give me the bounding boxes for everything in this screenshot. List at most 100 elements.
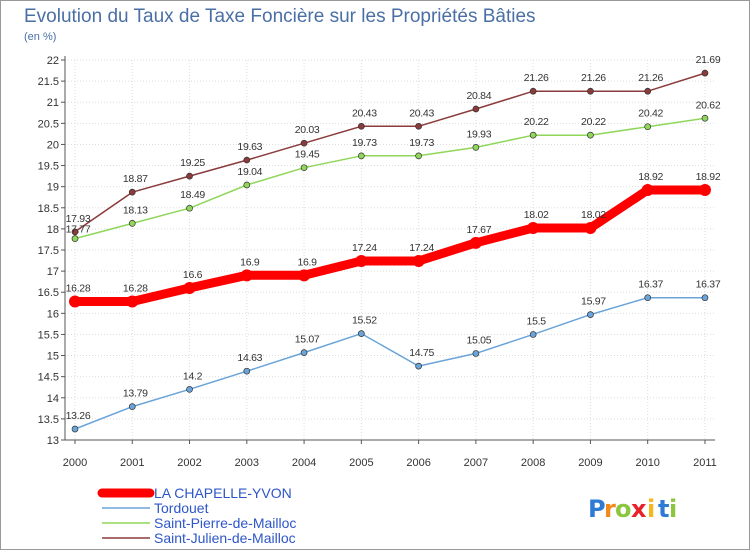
data-point	[183, 282, 196, 294]
data-point	[243, 156, 251, 164]
data-label: 17.24	[352, 242, 377, 254]
data-point	[126, 295, 139, 308]
series-line-3	[74, 72, 706, 233]
series-line-1	[74, 296, 706, 430]
logo-letter: r	[604, 495, 616, 523]
data-point	[358, 330, 365, 337]
data-point	[472, 144, 480, 151]
axis-layer: 13 13.5 14 14.5 15 15.5 16 16.5 17 17.5 18 18.5 19 19…	[38, 55, 717, 469]
data-point	[243, 367, 251, 375]
y-tick-label: 19	[47, 182, 59, 194]
grid-layer	[65, 59, 715, 441]
x-tick-label: 2000	[63, 457, 87, 469]
x-tick-label: 2002	[177, 457, 201, 469]
y-tick-label: 17.5	[38, 245, 59, 257]
data-point	[644, 123, 652, 131]
y-tick-label: 21.5	[38, 76, 59, 88]
series-line-0	[70, 185, 710, 306]
data-label: 18.92	[638, 171, 663, 183]
y-tick-label: 19.5	[38, 161, 59, 173]
data-point	[298, 269, 311, 282]
x-tick-label: 2005	[349, 457, 373, 469]
x-tick-label: 2003	[235, 457, 259, 469]
y-tick-label: 16.5	[38, 287, 59, 299]
data-point	[644, 294, 652, 302]
data-label: 16.37	[638, 279, 663, 291]
data-point	[300, 139, 308, 147]
data-point	[584, 222, 597, 235]
data-label: 17.93	[66, 213, 91, 225]
data-label: 19.93	[466, 128, 491, 140]
logo-letter: o	[615, 495, 632, 523]
proxiti-logo: Pr o x i t i	[588, 495, 677, 523]
data-label: 16.9	[240, 256, 260, 268]
data-point	[529, 87, 537, 95]
data-point	[469, 236, 482, 249]
chart-title: Evolution du Taux de Taxe Foncière sur l…	[24, 6, 536, 27]
data-point	[128, 188, 136, 196]
data-label: 20.84	[466, 90, 491, 102]
data-point	[300, 164, 308, 172]
data-label: 15.07	[295, 334, 320, 346]
series-layer	[69, 69, 711, 433]
data-label: 16.28	[123, 283, 148, 295]
data-label: 15.97	[581, 296, 606, 308]
data-point	[186, 385, 193, 393]
legend-label-3: Saint-Julien-de-Mailloc	[154, 530, 296, 546]
data-point	[644, 87, 652, 95]
data-point	[186, 172, 193, 180]
legend: LA CHAPELLE-YVONTordouetSaint-Pierre-de-…	[97, 485, 296, 546]
data-label: 19.04	[237, 166, 262, 178]
x-tick-label: 2007	[464, 457, 488, 469]
data-point	[71, 235, 79, 242]
y-tick-label: 15.5	[38, 329, 59, 341]
data-label: 17.24	[409, 242, 434, 254]
data-label: 18.13	[123, 204, 148, 216]
data-point	[415, 152, 422, 160]
y-tick-label: 20.5	[38, 118, 59, 130]
y-tick-label: 21	[47, 97, 59, 109]
x-tick-label: 2008	[521, 457, 545, 469]
data-label: 14.75	[409, 347, 434, 359]
data-label: 18.92	[696, 171, 721, 183]
data-point	[529, 131, 537, 139]
y-tick-label: 15	[47, 351, 59, 363]
y-tick-label: 20	[47, 139, 59, 151]
x-tick-label: 2009	[578, 457, 602, 469]
data-point	[240, 269, 253, 282]
data-label: 13.26	[66, 410, 91, 422]
data-label: 20.22	[524, 116, 549, 128]
y-tick-label: 16	[47, 308, 59, 320]
logo-letter: t	[658, 495, 669, 523]
data-label: 20.03	[295, 124, 320, 136]
data-label: 19.45	[295, 149, 320, 161]
y-tick-label: 18	[47, 224, 59, 236]
data-point	[587, 87, 594, 95]
logo-letter: i	[669, 495, 677, 523]
y-tick-label: 17	[47, 266, 59, 278]
logo-letter: x	[631, 495, 647, 523]
legend-label-0: LA CHAPELLE-YVON	[154, 485, 292, 501]
data-point	[358, 152, 365, 160]
data-point	[472, 105, 480, 113]
data-point	[701, 114, 709, 122]
data-point	[698, 184, 711, 197]
data-label: 20.22	[581, 116, 606, 128]
y-tick-label: 18.5	[38, 203, 59, 215]
x-tick-label: 2001	[120, 457, 144, 469]
data-label: 17.67	[466, 224, 491, 236]
data-point	[701, 294, 709, 302]
data-point	[128, 403, 136, 410]
data-label: 20.43	[352, 107, 377, 119]
data-label: 21.26	[524, 72, 549, 84]
data-point	[71, 425, 79, 433]
data-point	[69, 295, 81, 308]
data-label: 18.02	[581, 209, 606, 221]
data-point	[472, 350, 480, 357]
data-point	[529, 331, 537, 338]
data-point	[186, 204, 193, 212]
data-point	[587, 131, 594, 139]
data-label: 16.28	[66, 283, 91, 295]
y-tick-label: 14.5	[38, 372, 59, 384]
